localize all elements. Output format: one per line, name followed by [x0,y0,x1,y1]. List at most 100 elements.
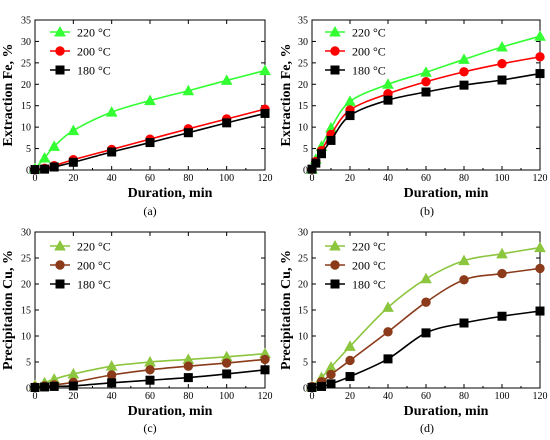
data-point [496,40,508,52]
legend-label: 220 °C [77,26,111,40]
data-point [30,165,40,175]
data-point [221,358,232,368]
data-point [535,69,545,79]
series-3 [30,108,270,175]
series-3 [307,69,545,174]
data-point [145,365,155,375]
legend-marker [330,65,340,75]
series-1 [29,64,271,174]
x-tick-label: 40 [107,391,117,402]
data-point [421,77,431,87]
data-point [183,373,193,383]
y-tick-label: 20 [21,80,31,91]
y-tick-label: 25 [21,58,31,69]
legend-label: 220 °C [352,240,386,254]
y-tick-label: 35 [298,16,308,27]
data-point [311,158,321,168]
data-point [326,369,336,380]
legend-label: 220 °C [352,26,386,40]
legend-marker [329,239,341,251]
y-tick-label: 5 [26,144,31,155]
y-tick-label: 25 [298,254,308,265]
data-point [344,95,356,106]
y-tick-label: 0 [26,384,31,395]
y-tick-label: 10 [21,332,31,343]
data-point [459,275,469,285]
data-point [535,263,545,274]
data-point [344,340,356,351]
data-point [382,78,394,89]
y-tick-label: 15 [21,306,31,317]
legend-marker [330,260,340,270]
data-point [421,297,431,307]
legend-label: 200 °C [352,45,386,59]
x-tick-label: 120 [258,173,273,184]
x-tick-label: 120 [258,391,273,402]
legend-label: 200 °C [77,259,111,273]
data-point [382,301,394,312]
x-tick-label: 20 [68,391,78,402]
data-point [260,354,270,365]
legend: 220 °C 200 °C 180 °C [325,240,386,292]
y-axis-title: Precipitation Cu, % [1,250,16,370]
data-point [535,306,545,316]
chart-panel-3: 0 20 40 60 80 100 120 0 5 10 15 20 25 30 Duration, min… [1,228,273,436]
chart-panel-1: 0 20 40 60 80 100 120 0 5 10 15 20 25 30 35 Duration, m… [1,16,273,219]
y-tick-label: 30 [21,228,31,239]
legend-marker [330,279,340,289]
data-point [534,30,546,41]
data-point [459,318,469,328]
y-tick-label: 0 [26,166,31,177]
x-axis-title: Duration, min [404,186,489,201]
data-point [49,162,59,172]
data-point [40,164,50,174]
data-point [38,151,51,163]
panel-label: (c) [143,421,156,435]
data-point [420,272,432,284]
data-point [67,124,80,136]
data-point [68,381,78,391]
data-point [326,135,336,145]
y-tick-label: 20 [21,280,31,291]
y-tick-label: 10 [298,332,308,343]
y-axis-title: Extraction Fe, % [279,43,294,146]
data-point [497,311,507,321]
x-tick-label: 40 [107,173,117,184]
data-point [458,254,470,266]
y-tick-label: 15 [298,101,308,112]
legend-marker [330,46,340,56]
legend: 220 °C 200 °C 180 °C [50,26,111,78]
x-tick-label: 60 [145,173,155,184]
data-point [144,94,156,106]
data-point [220,74,233,85]
data-point [421,328,431,338]
y-axis-title: Extraction Fe, % [1,43,16,146]
y-tick-label: 5 [26,358,31,369]
data-point [458,53,470,64]
y-tick-label: 10 [21,123,31,134]
x-tick-label: 0 [310,173,315,184]
data-point [183,361,194,371]
legend-marker [55,46,65,56]
data-point [497,268,507,279]
data-point [535,52,545,62]
data-point [345,111,355,121]
y-tick-label: 25 [21,254,31,265]
x-tick-label: 80 [459,173,469,184]
data-point [497,75,507,85]
data-point [105,106,118,117]
legend-label: 200 °C [352,259,386,273]
legend-label: 180 °C [352,278,386,292]
data-point [183,128,193,138]
data-point [260,108,270,118]
data-point [317,149,326,159]
data-point [106,370,117,380]
data-point [317,381,326,391]
x-tick-label: 120 [533,391,548,402]
y-tick-label: 5 [303,358,308,369]
legend-marker [329,25,341,37]
data-point [497,59,507,69]
x-tick-label: 0 [33,173,38,184]
x-tick-label: 0 [33,391,38,402]
y-tick-label: 0 [303,166,308,177]
